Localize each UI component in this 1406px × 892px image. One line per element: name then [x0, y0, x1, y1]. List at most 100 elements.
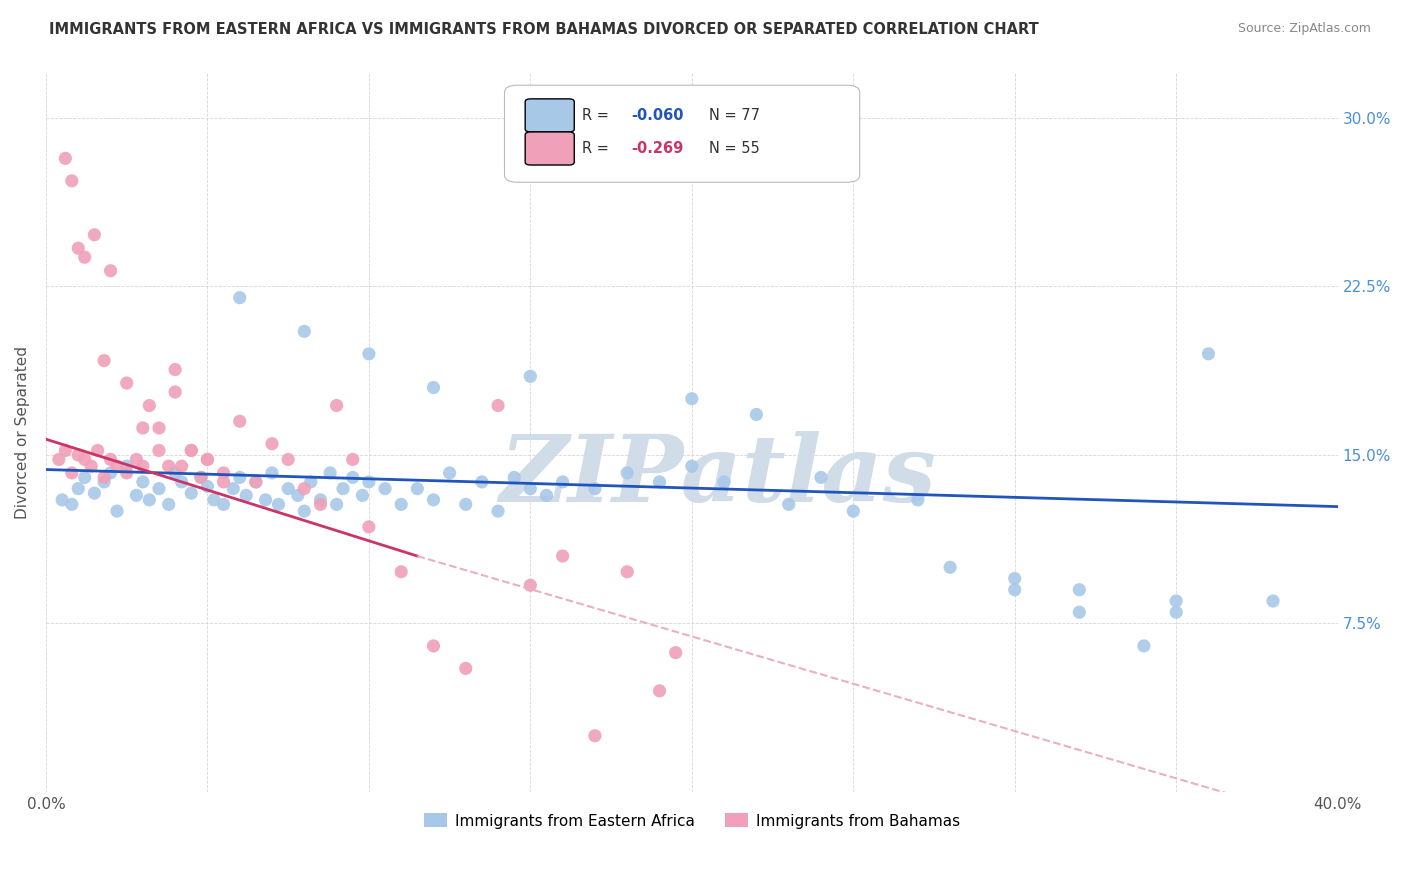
Point: [325, 399, 347, 413]
Point: [439, 466, 461, 480]
Point: [681, 459, 703, 474]
Point: [519, 482, 541, 496]
Point: [48, 452, 70, 467]
Point: [73, 250, 96, 264]
Point: [422, 492, 444, 507]
Point: [228, 414, 250, 428]
Point: [60, 174, 83, 188]
Point: [422, 380, 444, 394]
Point: [648, 475, 671, 489]
Point: [60, 497, 83, 511]
Point: [551, 475, 574, 489]
Point: [254, 492, 277, 507]
Point: [583, 729, 606, 743]
Point: [148, 443, 170, 458]
Point: [212, 497, 235, 511]
Legend: Immigrants from Eastern Africa, Immigrants from Bahamas: Immigrants from Eastern Africa, Immigran…: [418, 807, 966, 835]
Point: [267, 497, 290, 511]
Point: [228, 291, 250, 305]
Point: [73, 470, 96, 484]
Point: [53, 152, 76, 166]
Point: [422, 639, 444, 653]
Point: [471, 475, 494, 489]
Point: [170, 475, 193, 489]
Point: [132, 475, 155, 489]
Point: [138, 492, 160, 507]
Point: [551, 549, 574, 563]
Point: [519, 578, 541, 592]
Point: [309, 492, 332, 507]
Point: [165, 362, 187, 376]
Point: [148, 421, 170, 435]
Point: [842, 504, 865, 518]
Point: [1133, 639, 1156, 653]
Point: [519, 369, 541, 384]
Point: [1069, 605, 1091, 619]
Text: N = 55: N = 55: [709, 141, 759, 156]
FancyBboxPatch shape: [526, 99, 574, 132]
Text: R =: R =: [582, 141, 613, 156]
Point: [810, 470, 832, 484]
Point: [86, 443, 108, 458]
Point: [1004, 572, 1026, 586]
Point: [165, 466, 187, 480]
Text: R =: R =: [582, 108, 613, 123]
Point: [138, 399, 160, 413]
Text: ZIPatlas: ZIPatlas: [499, 431, 936, 521]
Point: [1069, 582, 1091, 597]
FancyBboxPatch shape: [526, 132, 574, 165]
Point: [73, 452, 96, 467]
Point: [260, 436, 283, 450]
Point: [583, 482, 606, 496]
Y-axis label: Divorced or Separated: Divorced or Separated: [15, 346, 30, 519]
Point: [406, 482, 429, 496]
Text: Source: ZipAtlas.com: Source: ZipAtlas.com: [1237, 22, 1371, 36]
Point: [665, 646, 688, 660]
Point: [1166, 594, 1188, 608]
Point: [53, 443, 76, 458]
Point: [93, 475, 115, 489]
Point: [125, 452, 148, 467]
Text: IMMIGRANTS FROM EASTERN AFRICA VS IMMIGRANTS FROM BAHAMAS DIVORCED OR SEPARATED : IMMIGRANTS FROM EASTERN AFRICA VS IMMIGR…: [49, 22, 1039, 37]
Point: [342, 452, 364, 467]
Point: [319, 466, 342, 480]
Point: [190, 470, 212, 484]
Point: [277, 482, 299, 496]
Point: [454, 661, 477, 675]
Point: [357, 347, 380, 361]
Point: [202, 492, 225, 507]
Point: [51, 492, 73, 507]
Point: [132, 421, 155, 435]
Point: [1004, 582, 1026, 597]
Point: [180, 443, 202, 458]
Point: [190, 470, 212, 484]
Point: [100, 263, 122, 277]
Point: [260, 466, 283, 480]
Point: [67, 241, 90, 255]
Point: [80, 459, 103, 474]
Point: [292, 482, 315, 496]
Point: [309, 497, 332, 511]
Point: [180, 486, 202, 500]
Point: [342, 470, 364, 484]
Point: [197, 452, 219, 467]
Point: [681, 392, 703, 406]
Point: [292, 324, 315, 338]
Point: [245, 475, 267, 489]
Point: [1261, 594, 1284, 608]
Point: [778, 497, 800, 511]
Point: [93, 353, 115, 368]
Point: [105, 504, 128, 518]
Point: [132, 459, 155, 474]
Point: [197, 479, 219, 493]
Point: [165, 384, 187, 399]
Point: [180, 443, 202, 458]
Point: [299, 475, 322, 489]
Point: [745, 408, 768, 422]
Point: [939, 560, 962, 574]
Point: [212, 466, 235, 480]
FancyBboxPatch shape: [505, 86, 859, 182]
Point: [115, 459, 138, 474]
Point: [389, 565, 412, 579]
Point: [325, 497, 347, 511]
